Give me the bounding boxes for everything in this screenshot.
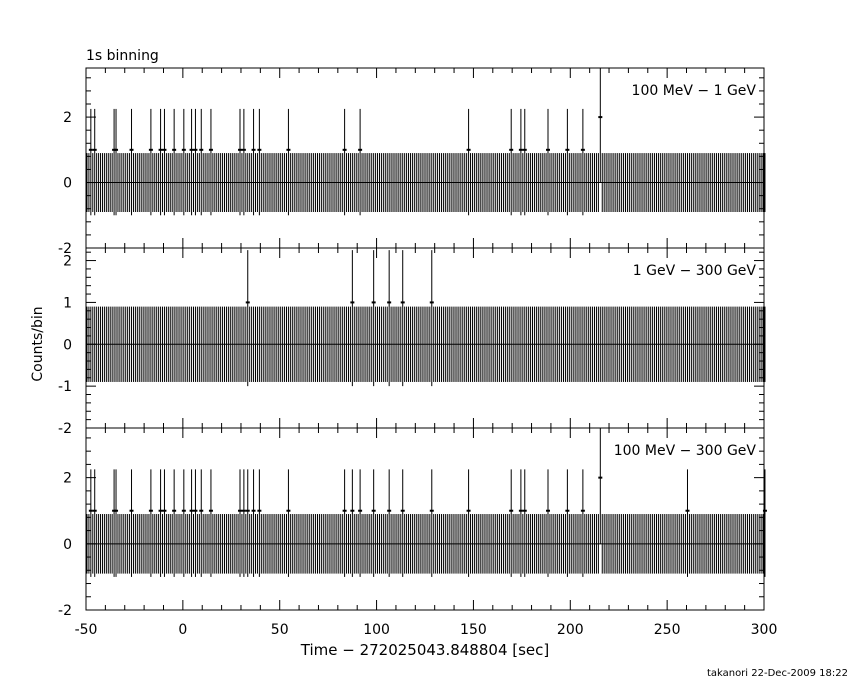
y-tick-label: 0 <box>63 337 72 353</box>
energy-band-label: 100 MeV − 1 GeV <box>632 83 757 99</box>
y-tick-label: -2 <box>58 421 72 437</box>
x-tick-label: 50 <box>271 622 289 638</box>
y-tick-label: 0 <box>63 176 72 192</box>
x-tick-label: 150 <box>460 622 487 638</box>
y-tick-label: -1 <box>58 379 72 395</box>
x-tick-label: 0 <box>178 622 187 638</box>
credit-label: takanori 22-Dec-2009 18:22 <box>707 668 848 679</box>
panel-1: -2 0 2 100 MeV − 1 GeV <box>58 67 766 257</box>
y-tick-label: 0 <box>63 537 72 553</box>
energy-band-label: 100 MeV − 300 GeV <box>614 443 757 459</box>
x-tick-label: 100 <box>363 622 390 638</box>
x-tick-label: 250 <box>654 622 681 638</box>
energy-band-label: 1 GeV − 300 GeV <box>633 263 757 279</box>
y-tick-label: 2 <box>63 471 72 487</box>
panel-3: -2 0 2 100 MeV − 300 GeV <box>58 427 767 619</box>
x-tick-label: 300 <box>751 622 778 638</box>
y-tick-label: -2 <box>58 241 72 257</box>
panel-2: -2 -1 0 1 2 1 GeV − 300 GeV <box>58 247 766 437</box>
y-tick-label: -2 <box>58 603 72 619</box>
panel-frame <box>85 427 765 611</box>
y-tick-label: 1 <box>63 295 72 311</box>
panels-group: -2 0 2 100 MeV − 1 GeV -2 -1 0 1 2 1 GeV − 300 Ge… <box>58 67 778 638</box>
binning-label: 1s binning <box>86 48 159 64</box>
y-axis-label: Counts/bin <box>30 306 46 381</box>
x-axis-label: Time − 272025043.848804 [sec] <box>300 641 550 659</box>
x-tick-label: 200 <box>557 622 584 638</box>
y-tick-label: 2 <box>63 254 72 270</box>
y-tick-label: 2 <box>63 110 72 126</box>
x-tick-label: -50 <box>75 622 98 638</box>
